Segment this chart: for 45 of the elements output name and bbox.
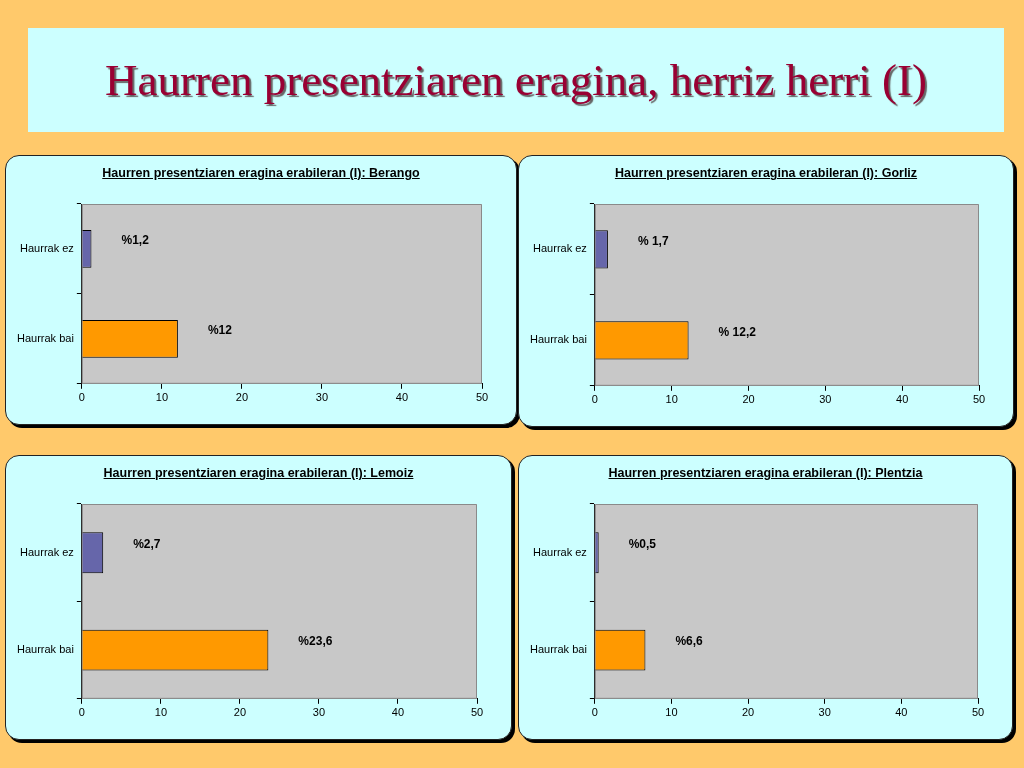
x-tick-label: 40 bbox=[895, 706, 908, 719]
x-tick-label: 30 bbox=[312, 706, 326, 719]
x-tick-label: 40 bbox=[391, 706, 405, 719]
data-label: %12 bbox=[207, 323, 233, 338]
x-tick-label: 10 bbox=[154, 706, 168, 719]
x-tick-label: 50 bbox=[475, 391, 489, 404]
chart-title: Haurren presentziaren eragina erabileran (I): Gorliz bbox=[613, 166, 919, 180]
data-label: %2,7 bbox=[133, 537, 161, 552]
y-tick-label: Haurrak bai bbox=[530, 333, 587, 346]
data-label: %0,5 bbox=[628, 537, 657, 552]
x-tick-label: 40 bbox=[896, 393, 909, 406]
x-tick-label: 50 bbox=[972, 393, 986, 406]
x-tick-label: 0 bbox=[591, 393, 598, 406]
y-tick-label: Haurrak bai bbox=[17, 643, 74, 656]
x-tick-label: 50 bbox=[470, 706, 484, 719]
x-tick-label: 0 bbox=[78, 706, 85, 719]
x-tick-label: 10 bbox=[665, 393, 678, 406]
x-tick-label: 20 bbox=[235, 391, 249, 404]
text: Haurren presentziaren eragina, herriz herri (I) bbox=[105, 54, 927, 106]
y-tick-label: Haurrak ez bbox=[533, 545, 587, 558]
data-label: %23,6 bbox=[298, 634, 333, 649]
data-label: %6,6 bbox=[675, 634, 704, 649]
y-tick-label: Haurrak ez bbox=[533, 242, 587, 255]
x-tick-label: 30 bbox=[315, 391, 329, 404]
data-label: % 1,7 bbox=[637, 233, 669, 248]
x-tick-label: 10 bbox=[665, 706, 678, 719]
data-label: % 12,2 bbox=[718, 324, 757, 339]
y-tick-label: Haurrak bai bbox=[530, 643, 587, 656]
chart-title: Haurren presentziaren eragina erabileran (I): Berango bbox=[101, 166, 421, 180]
chart-title: Haurren presentziaren eragina erabileran (I): Lemoiz bbox=[102, 466, 415, 480]
x-tick-label: 20 bbox=[742, 393, 755, 406]
x-tick-label: 40 bbox=[395, 391, 409, 404]
x-tick-label: 0 bbox=[78, 391, 85, 404]
x-tick-label: 10 bbox=[155, 391, 169, 404]
x-tick-label: 50 bbox=[971, 706, 985, 719]
x-tick-label: 20 bbox=[233, 706, 247, 719]
data-label: %1,2 bbox=[121, 233, 150, 248]
y-tick-label: Haurrak ez bbox=[20, 241, 74, 254]
x-tick-label: 30 bbox=[819, 393, 832, 406]
chart-title: Haurren presentziaren eragina erabileran (I): Plentzia bbox=[607, 466, 924, 480]
y-tick-label: Haurrak bai bbox=[17, 331, 74, 344]
x-tick-label: 0 bbox=[591, 706, 598, 719]
x-tick-label: 20 bbox=[741, 706, 755, 719]
x-tick-label: 30 bbox=[818, 706, 831, 719]
y-tick-label: Haurrak ez bbox=[20, 545, 74, 558]
